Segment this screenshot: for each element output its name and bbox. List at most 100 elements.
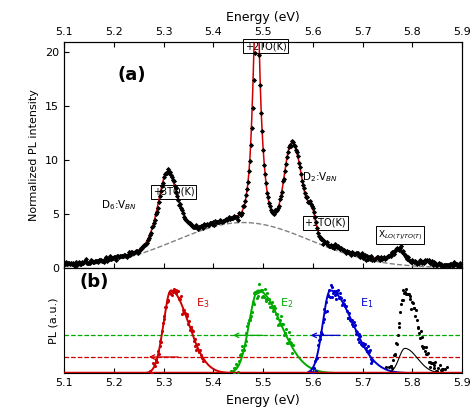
Point xyxy=(417,257,424,264)
Point xyxy=(454,261,461,267)
Point xyxy=(230,213,238,220)
Point xyxy=(353,249,361,256)
Point xyxy=(139,243,146,250)
Point xyxy=(413,317,420,324)
Point xyxy=(68,260,76,267)
Point xyxy=(261,171,269,177)
Point xyxy=(154,204,161,211)
Point xyxy=(201,221,208,228)
Point xyxy=(414,260,421,267)
Point xyxy=(318,236,326,242)
Point xyxy=(297,171,305,177)
Point xyxy=(203,221,211,228)
Point xyxy=(313,225,321,231)
Point xyxy=(265,199,273,206)
Point xyxy=(60,260,68,266)
Point xyxy=(421,257,429,264)
Point xyxy=(443,262,450,269)
X-axis label: Energy (eV): Energy (eV) xyxy=(226,394,300,407)
Point xyxy=(352,331,359,337)
Point xyxy=(277,322,284,329)
Point xyxy=(121,251,128,258)
Point xyxy=(80,259,88,265)
Point xyxy=(311,357,319,364)
Point xyxy=(385,364,393,371)
Point xyxy=(168,174,175,181)
Point xyxy=(251,50,259,57)
Point xyxy=(104,255,111,262)
Point xyxy=(274,205,282,211)
Point xyxy=(346,249,354,256)
Point xyxy=(354,336,362,342)
Point xyxy=(319,241,327,247)
Point xyxy=(419,343,426,349)
Point xyxy=(272,208,280,215)
Point xyxy=(408,305,415,312)
Point xyxy=(338,245,346,252)
Point xyxy=(189,327,196,334)
Point xyxy=(93,257,100,264)
Point xyxy=(185,218,192,225)
Point xyxy=(164,297,172,304)
Point xyxy=(416,260,423,267)
Point xyxy=(292,147,300,153)
Point xyxy=(350,251,357,257)
Point xyxy=(342,250,349,256)
Point xyxy=(181,310,189,317)
Point xyxy=(186,219,193,226)
Point xyxy=(217,217,224,224)
Point xyxy=(219,219,226,226)
Point xyxy=(180,310,187,317)
Point xyxy=(227,216,234,223)
Point xyxy=(225,215,232,222)
Point xyxy=(306,198,314,204)
Point xyxy=(419,259,427,265)
Point xyxy=(85,260,93,267)
Point xyxy=(119,252,127,259)
Point xyxy=(357,341,365,347)
Point xyxy=(248,308,256,315)
Point xyxy=(364,255,372,262)
Point xyxy=(376,256,383,263)
Point xyxy=(92,257,100,264)
Point xyxy=(277,193,285,199)
Point xyxy=(222,216,230,223)
Point xyxy=(170,285,178,292)
Text: +3TO(K): +3TO(K) xyxy=(153,187,194,197)
Point xyxy=(328,294,336,301)
Point xyxy=(245,317,253,324)
Point xyxy=(266,304,274,311)
Point xyxy=(418,333,426,340)
Point xyxy=(241,342,248,349)
Point xyxy=(305,198,313,205)
Point xyxy=(193,346,201,352)
Point xyxy=(176,202,183,209)
Point xyxy=(138,244,146,251)
Point xyxy=(447,261,454,268)
Point xyxy=(426,359,433,365)
Point xyxy=(438,260,445,267)
Point xyxy=(307,369,315,376)
Point xyxy=(427,364,434,370)
Point xyxy=(202,222,210,229)
Point xyxy=(159,320,166,327)
Point xyxy=(335,295,343,301)
Point xyxy=(359,340,366,347)
Point xyxy=(220,218,228,224)
Point xyxy=(408,299,416,305)
Point xyxy=(366,256,374,262)
Point xyxy=(156,337,164,344)
Point xyxy=(248,125,256,132)
Point xyxy=(103,257,110,264)
Point xyxy=(216,219,223,225)
Point xyxy=(385,253,392,259)
Point xyxy=(197,224,204,231)
Point xyxy=(235,216,242,223)
Point xyxy=(299,182,307,188)
Point xyxy=(283,325,290,332)
Point xyxy=(169,289,177,296)
Point xyxy=(351,322,358,329)
Point xyxy=(346,310,353,317)
Point xyxy=(161,312,168,319)
Point xyxy=(363,348,371,355)
